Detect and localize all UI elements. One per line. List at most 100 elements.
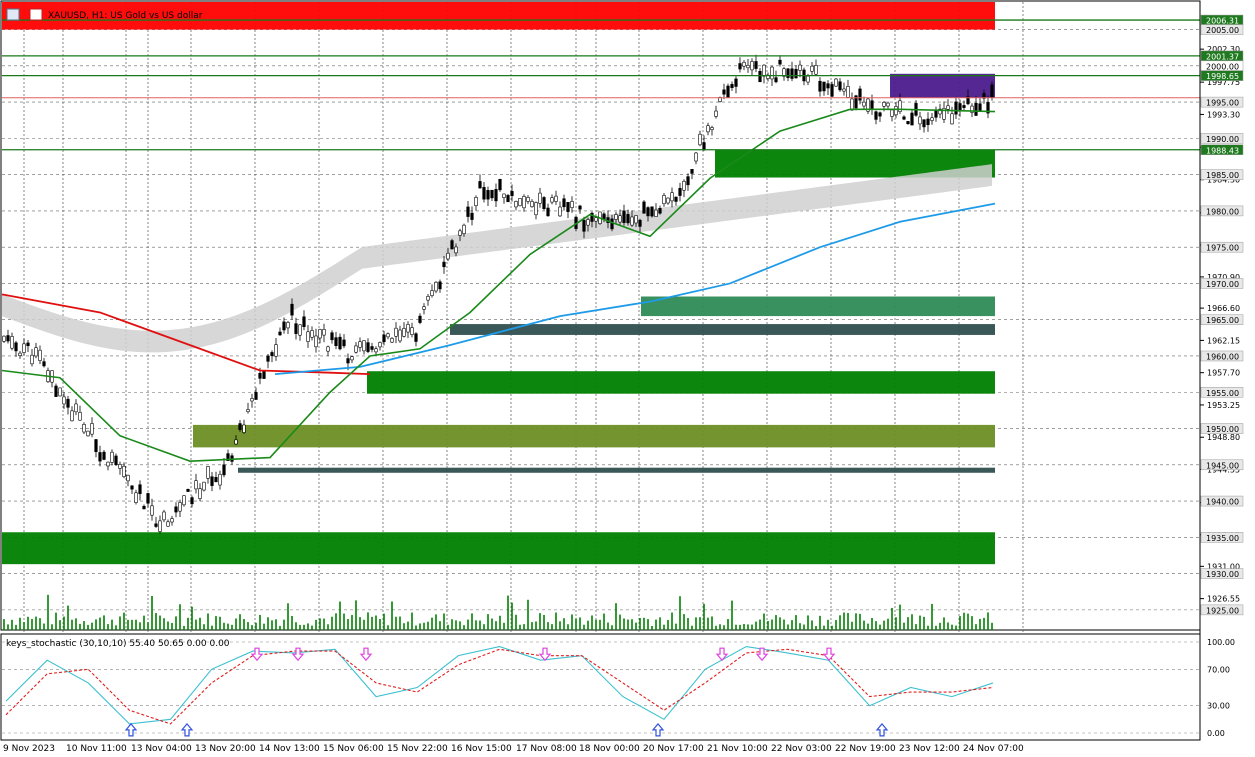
candle-up: [918, 116, 922, 125]
candle-up: [586, 219, 590, 226]
time-label: 22 Nov 03:00: [771, 744, 832, 754]
candle-up: [770, 66, 774, 80]
price-tick-label: 1970.90: [1207, 273, 1240, 282]
price-label: 2006.31: [1206, 17, 1239, 26]
candle-up: [158, 520, 162, 532]
candle-up: [106, 461, 110, 467]
candle-down: [870, 100, 874, 110]
price-label-box: [1200, 144, 1244, 156]
candle-down: [186, 488, 190, 492]
candle-up: [122, 465, 126, 477]
price-label-box: [1200, 70, 1244, 81]
time-label: 24 Nov 07:00: [963, 744, 1024, 754]
candle-up: [750, 61, 754, 71]
candle-down: [974, 102, 978, 116]
price-label: 1980.00: [1206, 207, 1239, 216]
candle-down: [478, 181, 482, 189]
price-label-box: [1200, 314, 1244, 325]
candle-up: [630, 216, 634, 226]
candle-up: [742, 61, 746, 67]
vertical-gridlines: [23, 2, 1024, 738]
candle-up: [74, 403, 78, 413]
candle-down: [546, 207, 550, 217]
candle-down: [370, 346, 374, 350]
candle-up: [30, 354, 34, 365]
candle-up: [474, 197, 478, 207]
price-label: 1995.00: [1206, 99, 1239, 108]
candle-down: [590, 212, 594, 222]
time-label: 13 Nov 20:00: [195, 744, 256, 754]
price-label-box: [1200, 532, 1244, 543]
price-axis: 2002.301997.751993.301988.751984.301979.…: [1199, 1, 1244, 740]
candle-down: [642, 201, 646, 214]
candle-up: [134, 492, 138, 503]
candle-down: [790, 68, 794, 79]
stochastic-signal-arrows: [124, 647, 889, 737]
indicator-label: keys_stochastic (30,10,10) 55.40 50.65 0…: [6, 639, 230, 649]
candle-down: [978, 103, 982, 111]
indicator-panel[interactable]: [0, 633, 1201, 741]
candle-up: [502, 193, 506, 198]
price-label: 2000.00: [1206, 62, 1239, 71]
candle-down: [26, 342, 30, 347]
candle-up: [762, 64, 766, 77]
price-label: 1950.00: [1206, 425, 1239, 434]
candle-up: [58, 387, 62, 397]
candle-down: [566, 202, 570, 212]
candle-up: [110, 451, 114, 463]
candle-down: [302, 316, 306, 327]
candle-up: [938, 108, 942, 115]
candle-up: [34, 347, 38, 357]
candle-down: [822, 81, 826, 92]
price-label: 2005.00: [1206, 26, 1239, 35]
signal-down-arrow: [291, 647, 305, 662]
price-label-box: [1200, 423, 1244, 434]
candle-down: [610, 218, 614, 230]
candle-up: [234, 439, 238, 445]
candle-down: [214, 477, 218, 483]
candle-down: [330, 332, 334, 341]
candle-down: [54, 385, 58, 397]
time-label: 20 Nov 17:00: [643, 744, 704, 754]
candle-down: [958, 103, 962, 111]
candle-down: [6, 335, 10, 342]
candle-up: [434, 281, 438, 292]
candle-down: [658, 208, 662, 214]
candle-up: [326, 346, 330, 352]
candle-up: [782, 68, 786, 77]
main-chart-area[interactable]: [0, 0, 1201, 631]
candle-down: [966, 96, 970, 105]
chart-menu-icon[interactable]: [6, 8, 20, 21]
candle-up: [78, 412, 82, 421]
candle-up: [306, 331, 310, 342]
candle-up: [82, 424, 86, 433]
candle-down: [334, 337, 338, 347]
candle-up: [534, 202, 538, 216]
signal-up-arrow: [875, 722, 889, 737]
candle-up: [882, 101, 886, 107]
candle-down: [366, 342, 370, 352]
candle-down: [990, 84, 994, 98]
chart-type-icon[interactable]: [29, 8, 43, 21]
candle-down: [270, 352, 274, 357]
candle-up: [834, 78, 838, 87]
candle-up: [862, 101, 866, 107]
time-label: 18 Nov 00:00: [579, 744, 640, 754]
candle-down: [102, 451, 106, 460]
candle-up: [814, 65, 818, 75]
candle-up: [710, 127, 714, 131]
candle-down: [154, 523, 158, 527]
candle-up: [894, 106, 898, 116]
candle-down: [722, 89, 726, 95]
candle-up: [554, 195, 558, 202]
candle-up: [634, 215, 638, 224]
price-label-box: [1200, 568, 1244, 579]
candle-down: [830, 84, 834, 97]
price-label-box: [1200, 241, 1244, 253]
candle-down: [418, 315, 422, 323]
price-label: 1955.00: [1206, 389, 1239, 398]
price-tick-label: 1997.75: [1207, 78, 1240, 87]
candle-down: [854, 95, 858, 109]
time-label: 17 Nov 08:00: [516, 744, 577, 754]
